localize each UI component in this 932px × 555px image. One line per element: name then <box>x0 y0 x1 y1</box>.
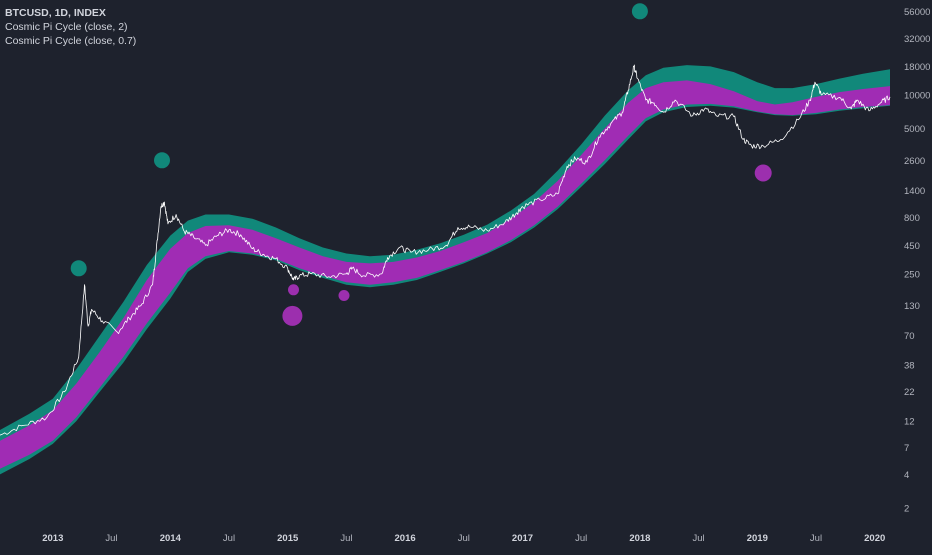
price-axis[interactable]: 2 4 7 12 22 38 70 130 250 450 800 1400 2600 5000 10000… <box>904 7 930 515</box>
price-tick-label: 12 <box>904 417 915 428</box>
price-tick-label: 70 <box>904 331 915 342</box>
price-tick-label: 130 <box>904 301 920 312</box>
price-tick-label: 32000 <box>904 34 930 45</box>
price-tick-label: 4 <box>904 470 909 481</box>
price-tick-label: 800 <box>904 213 920 224</box>
price-tick-label: 38 <box>904 361 915 372</box>
teal-signal-marker[interactable] <box>70 260 87 277</box>
purple-signal-marker[interactable] <box>288 284 299 296</box>
price-tick-label: 250 <box>904 269 920 280</box>
price-tick-label: 2600 <box>904 156 925 167</box>
price-tick-label: 2 <box>904 504 909 515</box>
time-tick-label: Jul <box>223 533 235 544</box>
teal-band-area <box>0 65 890 475</box>
purple-signal-marker[interactable] <box>282 305 303 326</box>
time-tick-label: 2019 <box>747 533 768 544</box>
teal-signal-marker[interactable] <box>631 3 648 20</box>
time-tick-label: 2013 <box>42 533 63 544</box>
price-tick-label: 7 <box>904 443 909 454</box>
time-tick-label: Jul <box>575 533 587 544</box>
price-tick-label: 10000 <box>904 90 930 101</box>
purple-signal-marker[interactable] <box>338 290 350 301</box>
time-tick-label: 2017 <box>512 533 533 544</box>
time-tick-label: Jul <box>340 533 352 544</box>
time-axis[interactable]: 2013 Jul 2014 Jul 2015 Jul 2016 Jul 2017 Jul 2018 J… <box>42 533 885 544</box>
btcusd-price-line[interactable] <box>0 64 891 436</box>
chart-legend: BTCUSD, 1D, INDEX Cosmic Pi Cycle (close… <box>5 6 136 48</box>
time-tick-label: 2015 <box>277 533 299 544</box>
time-tick-label: Jul <box>693 533 705 544</box>
time-tick-label: Jul <box>810 533 822 544</box>
plot-layer <box>0 3 891 475</box>
legend-indicator-2[interactable]: Cosmic Pi Cycle (close, 0.7) <box>5 35 137 47</box>
time-tick-label: 2016 <box>395 533 416 544</box>
time-tick-label: Jul <box>458 533 470 544</box>
purple-signal-marker[interactable] <box>754 164 772 182</box>
time-tick-label: 2020 <box>864 533 885 544</box>
price-tick-label: 450 <box>904 241 920 252</box>
time-tick-label: 2018 <box>629 533 650 544</box>
price-tick-label: 56000 <box>904 7 930 18</box>
teal-signal-marker[interactable] <box>154 152 170 169</box>
legend-indicator-1[interactable]: Cosmic Pi Cycle (close, 2) <box>5 21 128 33</box>
price-tick-label: 22 <box>904 387 915 398</box>
price-tick-label: 18000 <box>904 62 930 73</box>
time-tick-label: 2014 <box>160 533 182 544</box>
time-tick-label: Jul <box>105 533 117 544</box>
purple-band-area <box>0 80 890 469</box>
legend-symbol-line[interactable]: BTCUSD, 1D, INDEX <box>5 7 106 19</box>
price-tick-label: 5000 <box>904 124 925 135</box>
price-tick-label: 1400 <box>904 186 925 197</box>
